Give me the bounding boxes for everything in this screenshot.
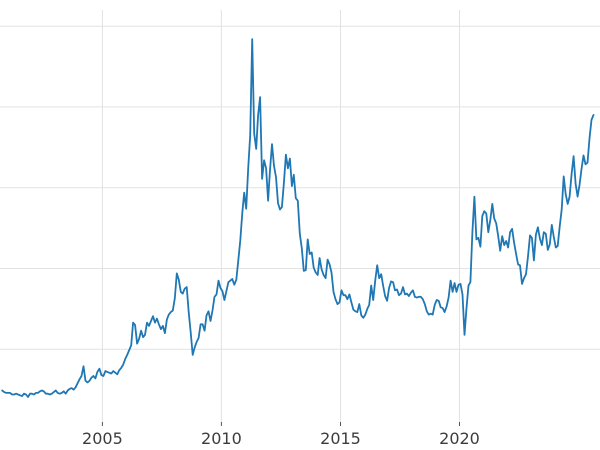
- price-line: [1, 38, 595, 398]
- x-axis: 2005 2010 2015 2020: [82, 422, 480, 448]
- x-axis-tick-label: 2010: [201, 429, 242, 448]
- x-axis-tick-label: 2020: [439, 429, 480, 448]
- x-axis-tick-label: 2015: [320, 429, 361, 448]
- x-axis-tick-label: 2005: [82, 429, 123, 448]
- gridlines: [0, 10, 600, 422]
